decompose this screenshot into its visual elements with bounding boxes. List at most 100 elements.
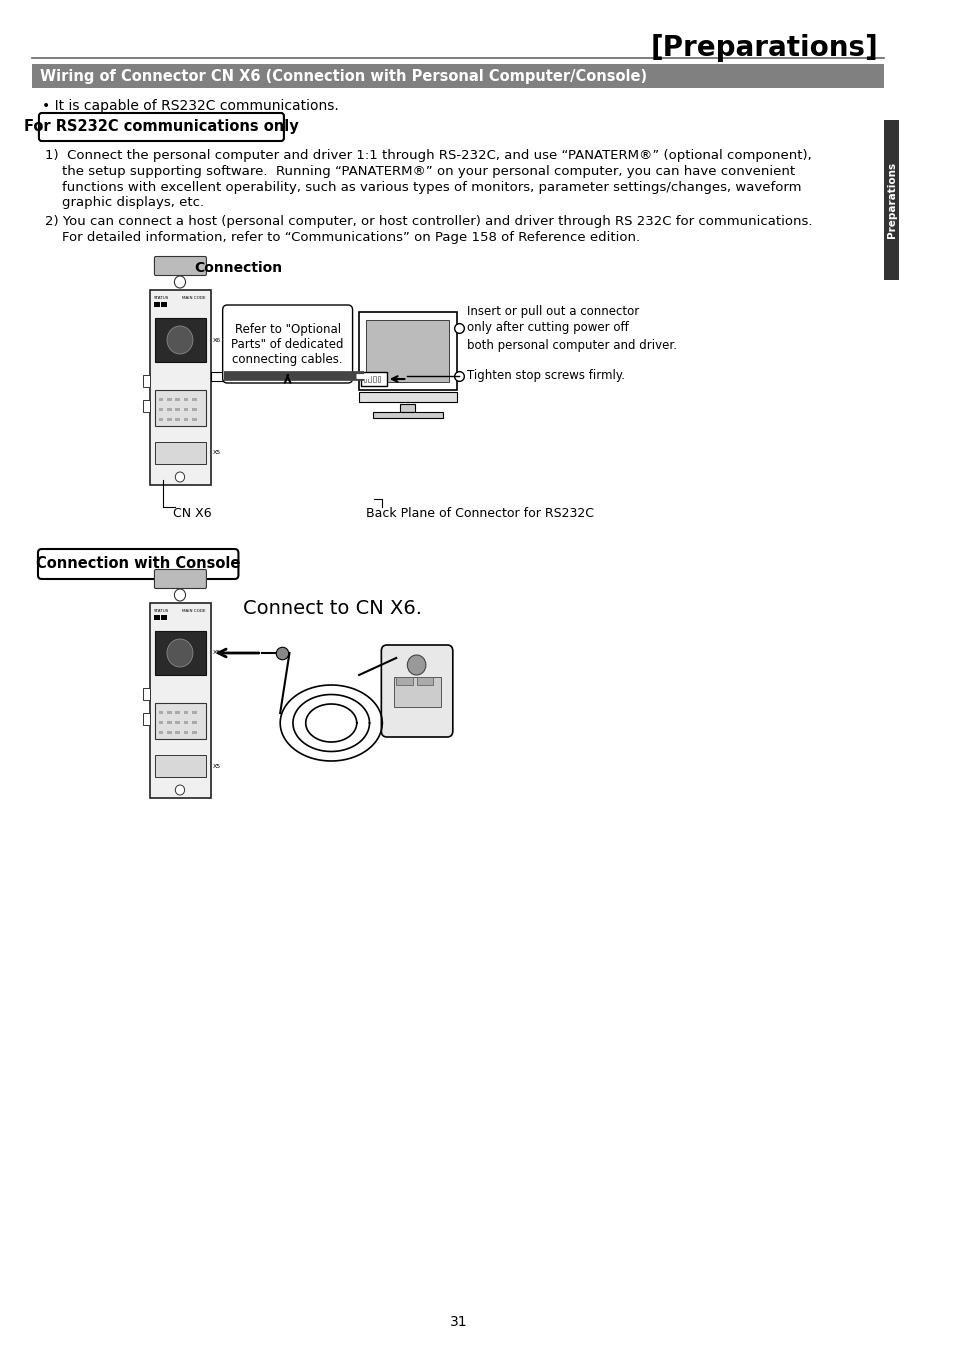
Bar xyxy=(394,677,440,707)
Bar xyxy=(192,408,196,411)
Circle shape xyxy=(167,326,193,354)
Bar xyxy=(192,731,196,734)
Bar xyxy=(158,711,163,713)
Circle shape xyxy=(175,785,185,794)
Circle shape xyxy=(175,471,185,482)
Bar xyxy=(143,400,151,412)
Bar xyxy=(358,392,456,403)
Circle shape xyxy=(174,589,185,601)
Bar xyxy=(184,399,188,401)
Text: 31: 31 xyxy=(449,1315,467,1329)
Bar xyxy=(161,303,167,307)
Bar xyxy=(184,408,188,411)
Bar xyxy=(192,417,196,422)
Text: Insert or pull out a connector
only after cutting power off
both personal comput: Insert or pull out a connector only afte… xyxy=(466,304,676,351)
Bar xyxy=(153,615,159,620)
Bar xyxy=(175,711,180,713)
Text: Tighten stop screws firmly.: Tighten stop screws firmly. xyxy=(466,370,624,382)
Bar xyxy=(175,408,180,411)
Bar xyxy=(158,399,163,401)
Text: graphic displays, etc.: graphic displays, etc. xyxy=(46,196,204,209)
Bar xyxy=(360,372,387,386)
Text: MAIN CODE: MAIN CODE xyxy=(182,609,205,613)
Bar xyxy=(211,372,223,381)
Bar xyxy=(175,399,180,401)
Text: X6: X6 xyxy=(213,338,220,343)
Text: For detailed information, refer to “Communications” on Page 158 of Reference edi: For detailed information, refer to “Comm… xyxy=(46,231,639,245)
Bar xyxy=(32,63,883,88)
Bar xyxy=(167,731,172,734)
Bar xyxy=(167,711,172,713)
Bar xyxy=(192,711,196,713)
Bar xyxy=(184,721,188,724)
FancyBboxPatch shape xyxy=(39,113,284,141)
Bar xyxy=(167,721,172,724)
Bar xyxy=(368,376,371,382)
Bar xyxy=(167,408,172,411)
Circle shape xyxy=(407,655,425,676)
Bar xyxy=(377,376,380,382)
Text: For RS232C communications only: For RS232C communications only xyxy=(24,119,298,135)
Bar xyxy=(167,399,172,401)
Bar xyxy=(151,290,211,485)
Bar xyxy=(151,603,211,798)
Bar xyxy=(175,417,180,422)
Bar xyxy=(399,404,415,412)
Bar xyxy=(184,417,188,422)
Text: X6: X6 xyxy=(213,650,220,655)
Text: the setup supporting software.  Running “PANATERM®” on your personal computer, y: the setup supporting software. Running “… xyxy=(46,165,795,178)
Bar xyxy=(161,615,167,620)
Bar xyxy=(373,412,442,417)
Bar xyxy=(154,631,206,676)
FancyBboxPatch shape xyxy=(38,549,238,580)
Bar xyxy=(154,390,206,426)
Bar xyxy=(143,376,151,386)
Text: STATUS: STATUS xyxy=(153,609,170,613)
FancyBboxPatch shape xyxy=(154,257,206,276)
Bar xyxy=(167,417,172,422)
Text: X5: X5 xyxy=(213,763,220,769)
Bar xyxy=(416,677,433,685)
Bar xyxy=(883,120,899,280)
Text: Connection with Console: Connection with Console xyxy=(36,557,240,571)
Bar xyxy=(143,713,151,725)
FancyBboxPatch shape xyxy=(381,644,453,738)
Bar xyxy=(158,721,163,724)
Text: functions with excellent operability, such as various types of monitors, paramet: functions with excellent operability, su… xyxy=(46,181,801,193)
Bar xyxy=(175,721,180,724)
Text: Refer to "Optional
Parts" of dedicated
connecting cables.: Refer to "Optional Parts" of dedicated c… xyxy=(232,323,343,366)
Bar xyxy=(158,408,163,411)
Text: CN X6: CN X6 xyxy=(172,507,211,520)
Bar xyxy=(395,677,413,685)
Text: MAIN CODE: MAIN CODE xyxy=(182,296,205,300)
Text: [Preparations]: [Preparations] xyxy=(650,34,878,62)
Text: Connection: Connection xyxy=(193,261,282,276)
Text: STATUS: STATUS xyxy=(153,296,170,300)
Bar xyxy=(158,731,163,734)
Bar xyxy=(358,312,456,390)
Text: 2) You can connect a host (personal computer, or host controller) and driver thr: 2) You can connect a host (personal comp… xyxy=(46,216,812,228)
FancyBboxPatch shape xyxy=(154,570,206,589)
Bar xyxy=(184,731,188,734)
Bar xyxy=(158,417,163,422)
Bar xyxy=(153,303,159,307)
Circle shape xyxy=(167,639,193,667)
Bar xyxy=(154,755,206,777)
Text: • It is capable of RS232C communications.: • It is capable of RS232C communications… xyxy=(42,99,338,113)
Bar xyxy=(363,376,366,382)
Text: X5: X5 xyxy=(213,450,220,455)
Bar xyxy=(192,721,196,724)
Bar xyxy=(192,399,196,401)
Bar xyxy=(366,320,449,382)
Bar xyxy=(373,376,375,382)
Bar xyxy=(154,317,206,362)
Bar xyxy=(143,688,151,700)
Text: Connect to CN X6.: Connect to CN X6. xyxy=(243,600,421,619)
Bar xyxy=(154,703,206,739)
Text: Back Plane of Connector for RS232C: Back Plane of Connector for RS232C xyxy=(365,507,593,520)
FancyBboxPatch shape xyxy=(222,305,353,382)
Text: 1)  Connect the personal computer and driver 1:1 through RS-232C, and use “PANAT: 1) Connect the personal computer and dri… xyxy=(46,150,811,162)
Bar xyxy=(175,731,180,734)
Bar xyxy=(154,442,206,463)
Circle shape xyxy=(174,276,185,288)
